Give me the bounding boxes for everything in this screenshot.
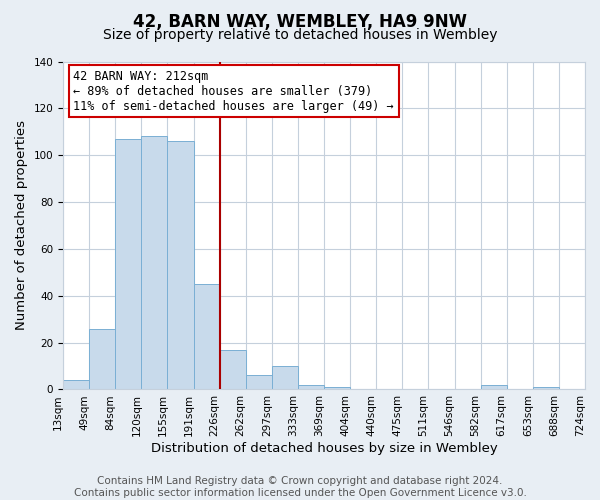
Bar — [194, 284, 220, 390]
Bar — [324, 387, 350, 390]
Bar — [167, 141, 194, 390]
Bar — [533, 387, 559, 390]
Y-axis label: Number of detached properties: Number of detached properties — [15, 120, 28, 330]
Text: 42 BARN WAY: 212sqm
← 89% of detached houses are smaller (379)
11% of semi-detac: 42 BARN WAY: 212sqm ← 89% of detached ho… — [73, 70, 394, 112]
Bar — [246, 376, 272, 390]
Bar — [89, 328, 115, 390]
X-axis label: Distribution of detached houses by size in Wembley: Distribution of detached houses by size … — [151, 442, 497, 455]
Bar — [115, 139, 142, 390]
Text: Contains HM Land Registry data © Crown copyright and database right 2024.
Contai: Contains HM Land Registry data © Crown c… — [74, 476, 526, 498]
Bar — [481, 385, 507, 390]
Bar — [63, 380, 89, 390]
Text: Size of property relative to detached houses in Wembley: Size of property relative to detached ho… — [103, 28, 497, 42]
Bar — [272, 366, 298, 390]
Bar — [142, 136, 167, 390]
Text: 42, BARN WAY, WEMBLEY, HA9 9NW: 42, BARN WAY, WEMBLEY, HA9 9NW — [133, 12, 467, 30]
Bar — [298, 385, 324, 390]
Bar — [220, 350, 246, 390]
